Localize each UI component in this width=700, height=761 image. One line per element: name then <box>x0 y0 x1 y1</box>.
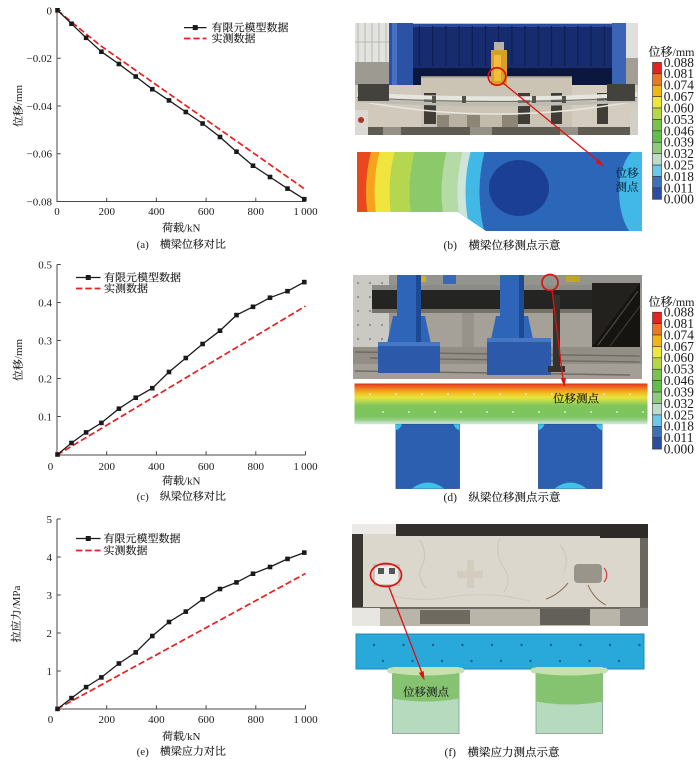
svg-text:600: 600 <box>198 714 215 726</box>
svg-text:−0.06: −0.06 <box>27 149 53 161</box>
svg-text:(b): (b) <box>444 240 458 252</box>
svg-text:0.088: 0.088 <box>664 305 694 320</box>
svg-text:(d): (d) <box>444 492 458 504</box>
svg-text:0.060: 0.060 <box>664 350 694 365</box>
svg-text:0: 0 <box>48 461 54 473</box>
svg-text:−0.04: −0.04 <box>27 101 53 113</box>
svg-text:800: 800 <box>248 206 265 218</box>
svg-text:0.1: 0.1 <box>38 411 52 423</box>
svg-text:1 000: 1 000 <box>293 714 318 726</box>
svg-text:/kN: /kN <box>184 731 201 743</box>
svg-text:0.011: 0.011 <box>664 430 694 445</box>
svg-text:0.053: 0.053 <box>664 362 694 377</box>
svg-text:0.000: 0.000 <box>664 442 694 457</box>
svg-text:0.000: 0.000 <box>664 192 694 207</box>
svg-text:/mm: /mm <box>673 45 696 59</box>
svg-text:600: 600 <box>198 206 215 218</box>
svg-text:0.032: 0.032 <box>664 396 694 411</box>
svg-text:0.3: 0.3 <box>38 335 52 347</box>
svg-text:0.025: 0.025 <box>664 157 694 172</box>
svg-text:(a): (a) <box>137 239 150 251</box>
svg-text:400: 400 <box>148 461 165 473</box>
svg-text:/mm: /mm <box>673 295 696 309</box>
svg-text:0.018: 0.018 <box>664 169 694 184</box>
svg-text:0.032: 0.032 <box>664 146 694 161</box>
svg-text:0.081: 0.081 <box>664 66 694 81</box>
svg-text:2: 2 <box>47 628 53 640</box>
svg-text:/MPa: /MPa <box>11 585 23 609</box>
svg-text:0.060: 0.060 <box>664 100 694 115</box>
svg-text:/kN: /kN <box>184 476 201 488</box>
svg-text:0.018: 0.018 <box>664 419 694 434</box>
svg-text:0.046: 0.046 <box>664 373 694 388</box>
svg-text:0.046: 0.046 <box>664 123 694 138</box>
svg-text:4: 4 <box>47 552 53 564</box>
svg-text:(f): (f) <box>445 747 457 759</box>
svg-text:0.074: 0.074 <box>664 78 694 93</box>
svg-text:−0.02: −0.02 <box>27 53 52 65</box>
svg-text:/kN: /kN <box>184 223 201 235</box>
svg-text:0.039: 0.039 <box>664 384 694 399</box>
svg-text:0: 0 <box>48 714 54 726</box>
svg-text:200: 200 <box>98 461 115 473</box>
svg-text:0.2: 0.2 <box>38 373 52 385</box>
svg-text:800: 800 <box>248 714 265 726</box>
svg-text:0: 0 <box>54 206 60 218</box>
svg-text:0.011: 0.011 <box>664 180 694 195</box>
svg-text:200: 200 <box>98 714 115 726</box>
svg-text:0.074: 0.074 <box>664 327 694 342</box>
svg-text:(e): (e) <box>137 746 150 758</box>
svg-text:(c): (c) <box>137 491 150 503</box>
svg-text:0.4: 0.4 <box>38 297 52 309</box>
svg-text:0.053: 0.053 <box>664 112 694 127</box>
svg-text:0: 0 <box>47 5 53 17</box>
svg-text:0.025: 0.025 <box>664 407 694 422</box>
svg-text:1 000: 1 000 <box>293 206 318 218</box>
svg-text:0.067: 0.067 <box>664 89 694 104</box>
svg-text:3: 3 <box>47 590 53 602</box>
svg-text:1: 1 <box>47 666 53 678</box>
svg-text:400: 400 <box>148 206 165 218</box>
svg-text:0.081: 0.081 <box>664 316 694 331</box>
svg-text:600: 600 <box>198 461 215 473</box>
svg-text:0.5: 0.5 <box>38 259 52 271</box>
svg-text:−0.08: −0.08 <box>27 196 53 208</box>
svg-text:5: 5 <box>47 514 53 526</box>
svg-text:400: 400 <box>148 714 165 726</box>
svg-text:200: 200 <box>98 206 115 218</box>
svg-text:1 000: 1 000 <box>293 461 318 473</box>
svg-text:0.039: 0.039 <box>664 135 694 150</box>
svg-text:/mm: /mm <box>13 338 25 359</box>
svg-text:0.088: 0.088 <box>664 55 694 70</box>
svg-text:800: 800 <box>248 461 265 473</box>
svg-text:0.067: 0.067 <box>664 339 694 354</box>
svg-text:/mm: /mm <box>13 84 25 105</box>
